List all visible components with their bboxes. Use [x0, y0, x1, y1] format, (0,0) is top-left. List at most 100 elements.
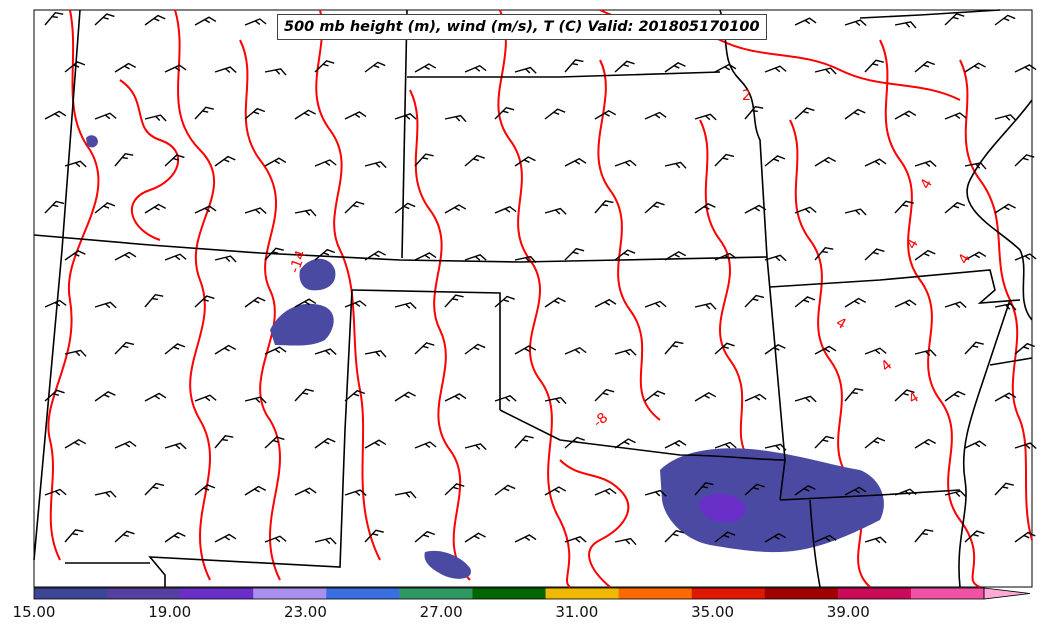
- wind-barb: [764, 155, 786, 167]
- shaded-area: [424, 550, 471, 579]
- wind-barb: [544, 108, 566, 120]
- wind-barb: [294, 298, 317, 308]
- wind-barb: [464, 64, 487, 73]
- wind-barb: [344, 389, 366, 402]
- wind-barb: [814, 246, 834, 261]
- colorbar-tick-label: 39.00: [826, 603, 870, 621]
- wind-barb: [864, 347, 887, 355]
- wind-barb: [964, 62, 986, 73]
- wind-barb: [964, 440, 987, 449]
- wind-barb: [494, 394, 517, 402]
- wind-barb: [744, 294, 765, 308]
- wind-barb: [544, 486, 567, 496]
- contour-line: [239, 39, 281, 581]
- wind-barb: [314, 159, 337, 167]
- contour-line: [47, 9, 100, 561]
- wind-barb: [364, 250, 386, 261]
- border-line: [33, 234, 768, 263]
- wind-barb: [494, 484, 516, 496]
- wind-barb: [844, 19, 867, 26]
- wind-barb: [644, 300, 667, 308]
- wind-barb: [944, 301, 967, 308]
- wind-barb: [244, 396, 267, 404]
- wind-barb: [164, 154, 185, 167]
- colorbar-segment: [910, 588, 985, 599]
- colorbar-tick-label: 19.00: [148, 603, 192, 621]
- wind-barb: [44, 11, 64, 26]
- wind-barb: [444, 483, 465, 496]
- wind-barb: [544, 297, 566, 308]
- wind-barb: [744, 105, 764, 120]
- wind-barb: [564, 247, 585, 261]
- wind-barb: [714, 63, 737, 73]
- border-line: [401, 9, 408, 259]
- wind-barb: [514, 66, 537, 74]
- wind-barb: [94, 301, 117, 309]
- contour-line: [559, 459, 630, 588]
- wind-barb: [994, 203, 1016, 214]
- wind-barb: [244, 485, 267, 496]
- shaded-area: [86, 135, 98, 148]
- wind-barb: [894, 488, 917, 496]
- colorbar-segment: [764, 588, 839, 599]
- wind-barb: [894, 389, 915, 402]
- colorbar-segment: [691, 588, 766, 599]
- wind-barb: [814, 534, 837, 543]
- wind-barb: [394, 302, 417, 310]
- wind-barb: [664, 439, 687, 449]
- wind-barb: [994, 392, 1017, 402]
- wind-barb: [164, 532, 186, 543]
- wind-barb: [694, 302, 717, 310]
- wind-barb: [614, 159, 637, 167]
- wind-barb: [894, 200, 914, 214]
- wind-barb: [514, 435, 534, 449]
- wind-barb: [214, 434, 234, 449]
- wind-barb: [914, 249, 936, 261]
- wind-barb: [294, 109, 316, 120]
- wind-barb: [394, 491, 417, 499]
- wind-barb: [264, 247, 284, 261]
- wind-barb: [694, 391, 717, 402]
- wind-barb: [794, 296, 816, 308]
- wind-barb: [164, 442, 187, 450]
- wind-barb: [464, 253, 487, 261]
- wind-barb: [494, 295, 515, 308]
- wind-barb: [94, 490, 117, 498]
- wind-barb: [564, 157, 587, 167]
- wind-barb: [64, 160, 87, 168]
- wind-barb: [994, 14, 1016, 26]
- state-borders: [33, 9, 1033, 588]
- wind-barb: [814, 345, 837, 355]
- border-line: [769, 269, 1021, 304]
- wind-barb: [194, 295, 215, 308]
- wind-barb: [414, 63, 437, 73]
- wind-barb: [694, 203, 716, 214]
- wind-barb: [364, 529, 384, 543]
- wind-barb: [994, 114, 1017, 122]
- wind-barb: [714, 153, 735, 167]
- wind-barb: [844, 387, 864, 402]
- wind-barb: [794, 107, 815, 120]
- wind-barb: [964, 162, 987, 170]
- wind-barb: [944, 13, 965, 26]
- wind-barb: [664, 161, 687, 169]
- wind-barb: [664, 341, 684, 355]
- wind-barb: [1014, 442, 1037, 449]
- wind-barb: [1014, 154, 1035, 167]
- wind-barb: [44, 110, 67, 120]
- wind-barb: [494, 205, 517, 214]
- wind-barbs: [44, 11, 1037, 546]
- wind-barb: [914, 438, 937, 449]
- wind-barb: [844, 108, 866, 120]
- border-line: [407, 71, 721, 78]
- wind-barb: [514, 534, 537, 543]
- wind-barb: [144, 14, 166, 26]
- wind-barb: [814, 156, 837, 167]
- wind-barb: [714, 252, 737, 261]
- map-title: 500 mb height (m), wind (m/s), T (C) Val…: [277, 14, 767, 40]
- border-line: [989, 357, 1033, 366]
- wind-barb: [1014, 342, 1036, 355]
- wind-barb: [964, 341, 984, 355]
- wind-barb: [144, 392, 167, 402]
- wind-barb: [814, 435, 835, 449]
